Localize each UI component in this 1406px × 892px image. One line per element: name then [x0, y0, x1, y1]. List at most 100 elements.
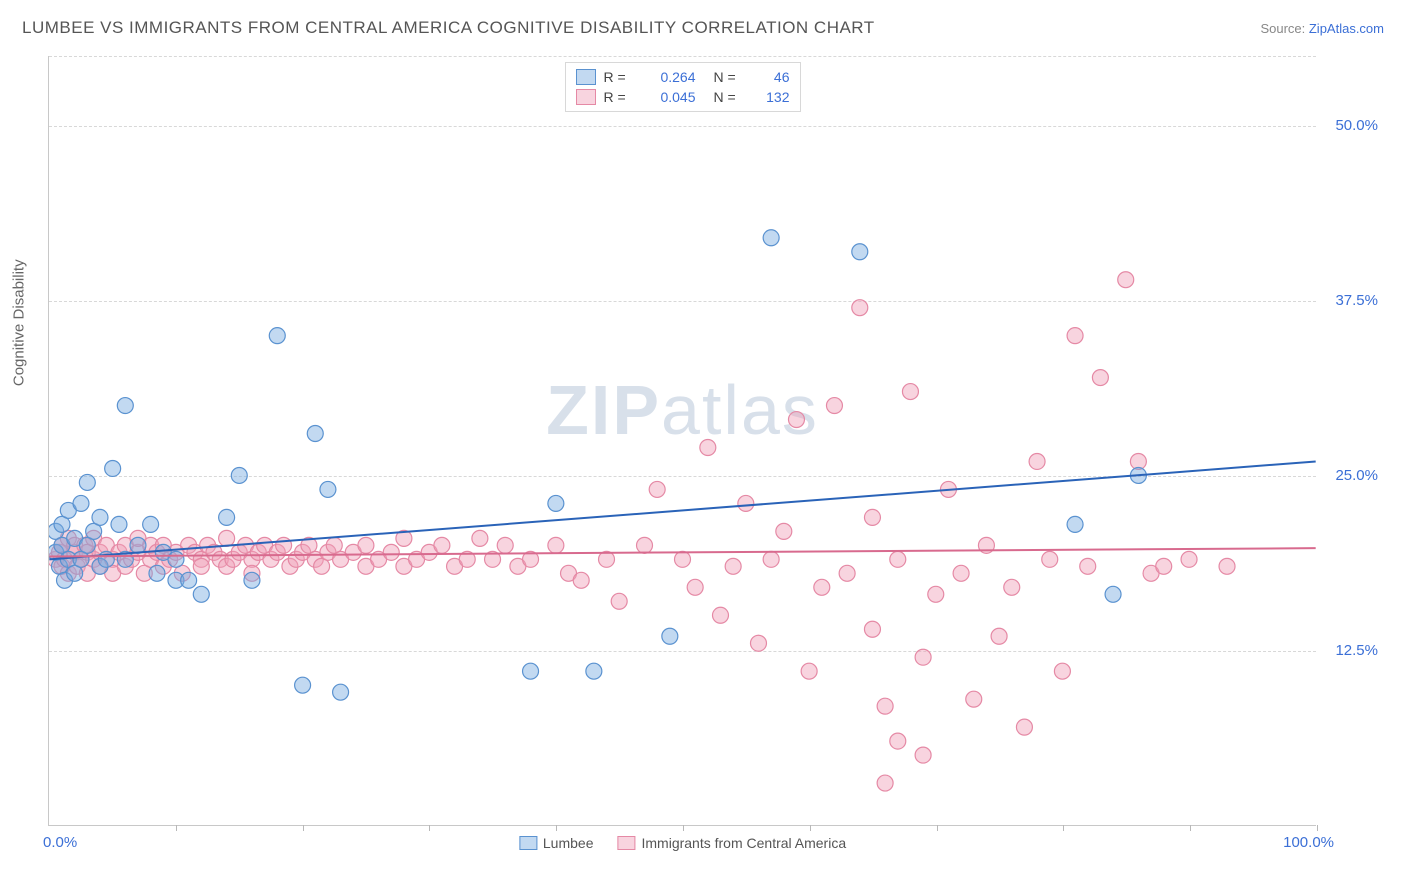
data-point — [307, 426, 323, 442]
data-point — [320, 481, 336, 497]
data-point — [586, 663, 602, 679]
data-point — [637, 537, 653, 553]
data-point — [548, 537, 564, 553]
data-point — [826, 398, 842, 414]
y-axis-label: Cognitive Disability — [11, 259, 28, 386]
legend-swatch — [519, 836, 537, 850]
data-point — [649, 481, 665, 497]
legend-swatch — [576, 89, 596, 105]
chart-title: LUMBEE VS IMMIGRANTS FROM CENTRAL AMERIC… — [22, 18, 875, 38]
legend-series-label: Lumbee — [543, 835, 594, 851]
data-point — [497, 537, 513, 553]
data-point — [1042, 551, 1058, 567]
data-point — [1067, 328, 1083, 344]
data-point — [852, 300, 868, 316]
data-point — [1092, 370, 1108, 386]
data-point — [219, 509, 235, 525]
data-point — [149, 565, 165, 581]
data-point — [1004, 579, 1020, 595]
x-axis-max-label: 100.0% — [1283, 834, 1334, 851]
legend-stats-row: R = 0.045 N = 132 — [576, 87, 790, 107]
chart-container: Cognitive Disability ZIPatlas R =0.264N … — [48, 56, 1388, 846]
data-point — [117, 398, 133, 414]
data-point — [750, 635, 766, 651]
data-point — [105, 460, 121, 476]
legend-series-item: Immigrants from Central America — [617, 835, 846, 851]
x-tick — [303, 825, 304, 831]
data-point — [801, 663, 817, 679]
data-point — [548, 495, 564, 511]
data-point — [890, 733, 906, 749]
legend-swatch — [617, 836, 635, 850]
data-point — [1016, 719, 1032, 735]
legend-stats-row: R =0.264N =46 — [576, 67, 790, 87]
data-point — [1105, 586, 1121, 602]
legend-n-value: 132 — [750, 89, 790, 105]
data-point — [890, 551, 906, 567]
data-point — [276, 537, 292, 553]
source-link[interactable]: ZipAtlas.com — [1309, 21, 1384, 36]
legend-r-value: 0.045 — [640, 89, 696, 105]
data-point — [295, 677, 311, 693]
x-tick — [556, 825, 557, 831]
legend-r-label: R = — [604, 69, 632, 85]
data-point — [79, 474, 95, 490]
y-tick-label: 12.5% — [1335, 642, 1378, 659]
data-point — [181, 572, 197, 588]
x-tick — [810, 825, 811, 831]
x-tick — [1190, 825, 1191, 831]
data-point — [1080, 558, 1096, 574]
data-point — [168, 551, 184, 567]
data-point — [763, 551, 779, 567]
data-point — [864, 621, 880, 637]
data-point — [763, 230, 779, 246]
data-point — [991, 628, 1007, 644]
data-point — [864, 509, 880, 525]
x-tick — [937, 825, 938, 831]
legend-series: Lumbee Immigrants from Central America — [519, 835, 846, 851]
legend-r-value: 0.264 — [640, 69, 696, 85]
legend-series-label: Immigrants from Central America — [641, 835, 846, 851]
source-attribution: Source: ZipAtlas.com — [1260, 21, 1384, 36]
data-point — [130, 537, 146, 553]
x-tick — [176, 825, 177, 831]
data-point — [611, 593, 627, 609]
data-point — [193, 558, 209, 574]
legend-n-value: 46 — [750, 69, 790, 85]
data-point — [523, 663, 539, 679]
legend-n-label: N = — [714, 89, 742, 105]
data-point — [1029, 453, 1045, 469]
data-point — [193, 586, 209, 602]
data-point — [675, 551, 691, 567]
data-point — [1156, 558, 1172, 574]
data-point — [928, 586, 944, 602]
data-point — [877, 775, 893, 791]
data-point — [700, 440, 716, 456]
y-tick-label: 37.5% — [1335, 292, 1378, 309]
data-point — [219, 530, 235, 546]
legend-r-label: R = — [604, 89, 632, 105]
data-point — [915, 747, 931, 763]
data-point — [472, 530, 488, 546]
x-tick — [1317, 825, 1318, 831]
data-point — [573, 572, 589, 588]
x-axis-min-label: 0.0% — [43, 834, 77, 851]
y-tick-label: 50.0% — [1335, 117, 1378, 134]
data-point — [73, 495, 89, 511]
data-point — [877, 698, 893, 714]
y-tick-label: 25.0% — [1335, 467, 1378, 484]
data-point — [687, 579, 703, 595]
legend-series-item: Lumbee — [519, 835, 594, 851]
data-point — [269, 328, 285, 344]
data-point — [839, 565, 855, 581]
data-point — [902, 384, 918, 400]
data-point — [966, 691, 982, 707]
data-point — [662, 628, 678, 644]
data-point — [776, 523, 792, 539]
x-tick — [429, 825, 430, 831]
data-point — [953, 565, 969, 581]
legend-stats: R = 0.264 N = 46 R = 0.045 N = 132 — [565, 62, 801, 112]
data-point — [143, 516, 159, 532]
data-point — [713, 607, 729, 623]
data-point — [434, 537, 450, 553]
